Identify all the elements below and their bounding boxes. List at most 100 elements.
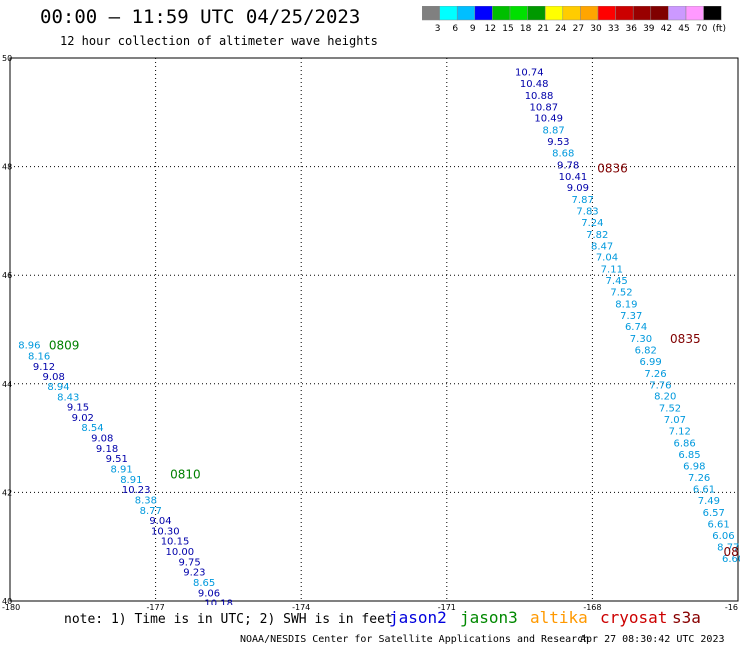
wave-height-point: 7.26 bbox=[644, 369, 666, 380]
colorbar-label: 27 bbox=[573, 24, 584, 34]
wave-height-point: 8.65 bbox=[193, 578, 215, 589]
wave-height-point: 8.94 bbox=[47, 382, 69, 393]
color-scale-legend: 3 6 9 12 15 18 21 24 27 30 33 36 39 42 45 70 (ft) bbox=[422, 6, 726, 34]
x-tick-label: -180 bbox=[2, 603, 20, 610]
wave-height-point: 10.41 bbox=[559, 172, 588, 183]
wave-height-point: 7.24 bbox=[581, 218, 603, 229]
wave-height-point: 8.54 bbox=[81, 423, 103, 434]
wave-height-point: 8.87 bbox=[542, 126, 564, 137]
wave-height-point: 7.11 bbox=[601, 265, 623, 276]
legend-jason2: jason2 bbox=[389, 608, 447, 627]
wave-height-point: 9.78 bbox=[557, 160, 579, 171]
y-tick-label: 50 bbox=[2, 54, 12, 63]
footer-timestamp: Apr 27 08:30:42 UTC 2023 bbox=[580, 634, 725, 645]
wave-height-point: 8.96 bbox=[18, 341, 40, 352]
wave-height-point: 9.08 bbox=[91, 434, 113, 445]
wave-height-point: 6.61 bbox=[707, 519, 729, 530]
y-tick-label: 46 bbox=[2, 271, 12, 280]
legend-jason3: jason3 bbox=[460, 608, 518, 627]
wave-height-point: 10.74 bbox=[515, 68, 544, 79]
y-tick-label: 42 bbox=[2, 488, 12, 497]
legend-altika: altika bbox=[530, 608, 588, 627]
wave-height-point: 10.18 bbox=[204, 599, 233, 610]
wave-height-point: 10.30 bbox=[151, 526, 180, 537]
chart-subtitle: 12 hour collection of altimeter wave hei… bbox=[60, 34, 378, 48]
wave-height-point: 8.16 bbox=[28, 352, 50, 363]
wave-height-point: 8.68 bbox=[552, 148, 574, 159]
wave-height-point: 10.00 bbox=[166, 547, 195, 558]
colorbar-label: 21 bbox=[537, 24, 548, 34]
wave-height-point: 9.12 bbox=[33, 362, 55, 373]
wave-height-point: 9.18 bbox=[96, 444, 118, 455]
colorbar-label: 24 bbox=[555, 24, 567, 34]
time-label: 0835 bbox=[670, 332, 701, 346]
colorbar-label: 15 bbox=[502, 24, 513, 34]
footer-credit: NOAA/NESDIS Center for Satellite Applica… bbox=[240, 634, 590, 645]
wave-height-point: 9.15 bbox=[67, 403, 89, 414]
y-tick-label: 48 bbox=[2, 163, 12, 172]
wave-height-point: 10.87 bbox=[530, 102, 559, 113]
colorbar-swatch bbox=[703, 6, 722, 21]
wave-height-point: 10.49 bbox=[534, 114, 563, 125]
y-tick-label: 44 bbox=[2, 380, 12, 389]
wave-height-point: 9.51 bbox=[106, 454, 128, 465]
wave-height-point: 9.75 bbox=[178, 557, 200, 568]
note-text: note: 1) Time is in UTC; 2) SWH is in fe… bbox=[64, 612, 393, 627]
wave-height-point: 6.85 bbox=[678, 450, 700, 461]
x-tick-label: -16 bbox=[725, 603, 738, 610]
wave-height-point: 7.12 bbox=[669, 426, 691, 437]
wave-height-point: 9.06 bbox=[198, 588, 220, 599]
wave-height-point: 9.08 bbox=[43, 372, 65, 383]
wave-height-point: 8.47 bbox=[591, 241, 613, 252]
altimeter-chart: -180 -177 -174 -171 -168 -164042444648508.968… bbox=[2, 54, 740, 610]
wave-height-point: 6.06 bbox=[712, 531, 734, 542]
wave-height-point: 7.82 bbox=[586, 230, 608, 241]
wave-height-point: 6.60 bbox=[722, 554, 740, 565]
x-tick-label: -177 bbox=[147, 603, 165, 610]
time-label: 08 bbox=[723, 545, 738, 559]
wave-height-point: 7.30 bbox=[630, 334, 652, 345]
data-layer: 8.968.169.129.088.948.439.159.028.549.08… bbox=[18, 68, 740, 610]
x-tick-label: -168 bbox=[583, 603, 601, 610]
colorbar-label: 12 bbox=[485, 24, 496, 34]
wave-height-point: 8.91 bbox=[110, 465, 132, 476]
legend-cryosat: cryosat bbox=[600, 608, 668, 627]
wave-height-point: 6.61 bbox=[693, 485, 715, 496]
wave-height-point: 8.77 bbox=[140, 506, 162, 517]
colorbar-label: 33 bbox=[608, 24, 619, 34]
legend-s3a: s3a bbox=[672, 608, 701, 627]
colorbar-label: 6 bbox=[452, 24, 458, 34]
wave-height-point: 6.82 bbox=[635, 346, 657, 357]
wave-height-point: 7.26 bbox=[688, 473, 710, 484]
colorbar-label: 9 bbox=[470, 24, 476, 34]
time-label: 0810 bbox=[170, 467, 201, 481]
colorbar-label: 30 bbox=[590, 24, 602, 34]
wave-height-point: 7.07 bbox=[664, 415, 686, 426]
colorbar-label: 18 bbox=[520, 24, 532, 34]
wave-height-point: 9.02 bbox=[72, 413, 94, 424]
wave-height-point: 6.86 bbox=[673, 438, 695, 449]
wave-height-point: 7.83 bbox=[576, 207, 598, 218]
wave-height-point: 8.38 bbox=[135, 495, 157, 506]
wave-height-point: 8.20 bbox=[654, 392, 676, 403]
wave-height-point: 8.77 bbox=[717, 543, 739, 554]
wave-height-point: 8.91 bbox=[120, 475, 142, 486]
wave-height-point: 6.98 bbox=[683, 461, 705, 472]
time-label: 0836 bbox=[597, 162, 628, 176]
colorbar-label: 3 bbox=[435, 24, 441, 34]
wave-height-point: 7.04 bbox=[596, 253, 618, 264]
colorbar-label: 36 bbox=[625, 24, 637, 34]
x-tick-label: -174 bbox=[292, 603, 310, 610]
colorbar-label: 42 bbox=[661, 24, 672, 34]
x-tick-label: -171 bbox=[438, 603, 456, 610]
wave-height-point: 7.76 bbox=[649, 380, 671, 391]
wave-height-point: 6.99 bbox=[640, 357, 662, 368]
wave-height-point: 10.15 bbox=[161, 537, 190, 548]
chart-title: 00:00 — 11:59 UTC 04/25/2023 bbox=[40, 6, 361, 28]
wave-height-point: 7.52 bbox=[659, 404, 681, 415]
wave-height-point: 8.43 bbox=[57, 392, 79, 403]
wave-height-point: 10.88 bbox=[525, 91, 554, 102]
wave-height-point: 10.23 bbox=[122, 485, 151, 496]
wave-height-point: 8.19 bbox=[615, 299, 637, 310]
wave-height-point: 9.09 bbox=[567, 183, 589, 194]
